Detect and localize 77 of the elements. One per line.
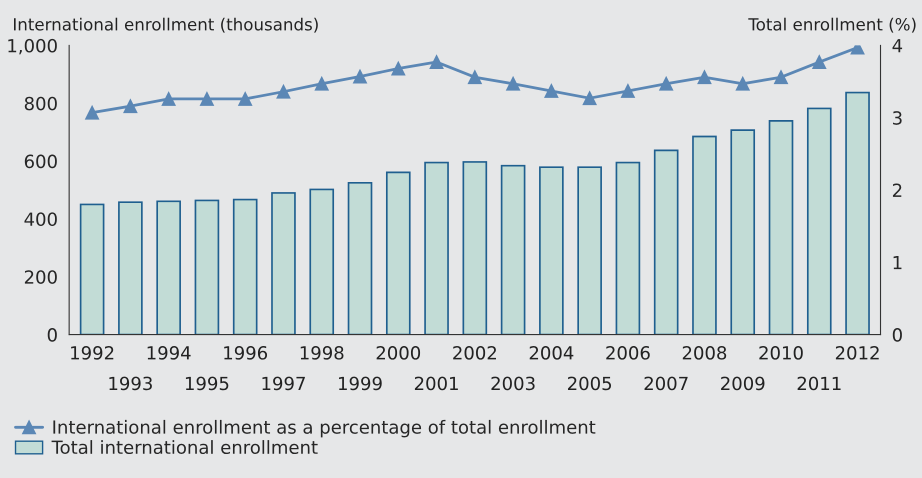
y-axis-title: International enrollment (thousands) [14,18,318,33]
y-tick-label: 1,000 [8,38,57,54]
x-tick-label: 2006 [606,346,650,360]
point [659,76,674,91]
y-tick-label: 800 [24,96,57,110]
point [582,91,597,106]
x-tick-label: 2005 [568,376,612,390]
y-tick-label: 0 [48,328,57,342]
bar [654,150,679,335]
bar [232,198,258,335]
x-tick-label: 2000 [376,346,420,360]
x-tick-label: 1999 [339,376,382,390]
bar [730,129,756,335]
y2-tick-label: 0 [892,328,902,342]
point [353,70,367,84]
x-tick-label: 1994 [148,346,191,360]
bar [616,162,640,335]
x-tick-label: 2008 [682,346,726,360]
legend-label: Total international enrollment [52,440,318,454]
bar [462,161,488,335]
bar [80,204,104,335]
x-tick-label: 1992 [71,346,114,360]
x-tick-label: 1998 [300,346,344,360]
point [276,84,290,99]
point [468,70,482,84]
x-tick-label: 2001 [414,376,458,390]
bar [539,166,564,335]
point [238,92,252,106]
bar [156,200,181,335]
x-tick-label: 2004 [530,346,574,360]
point [736,76,750,91]
bar [309,188,334,335]
point [123,99,138,114]
bar [118,201,143,335]
y2-tick-label: 4 [892,39,902,52]
y2-tick-label: 1 [894,256,902,270]
x-tick-label: 2010 [759,346,803,360]
point [698,70,712,84]
bar [386,172,411,335]
x-tick-label: 2007 [644,376,688,390]
y-tick-label: 400 [24,212,57,226]
bar [577,166,602,335]
y2-tick-label: 3 [893,111,902,125]
bar [194,200,220,335]
bar [500,164,526,335]
point [774,70,788,84]
point [506,76,520,91]
x-tick-label: 2002 [453,346,496,360]
point [544,84,558,98]
x-tick-label: 2011 [798,376,841,390]
x-tick-label: 1995 [186,376,228,390]
x-tick-label: 1996 [224,346,268,360]
bar [271,192,296,335]
point [200,92,214,106]
x-tick-label: 2012 [836,346,879,360]
legend-label: International enrollment as a percentage of total enrollment [53,420,596,438]
point [162,92,176,106]
point [391,62,406,76]
x-tick-label: 1997 [262,376,305,390]
point [430,55,444,69]
point [85,106,100,120]
x-tick-label: 2003 [491,376,535,390]
bar [806,108,832,335]
y2-tick-label: 2 [892,183,902,197]
bar [768,120,794,335]
bar [845,92,870,335]
y-tick-label: 600 [24,154,57,168]
point [620,84,635,98]
bar [424,162,449,335]
bar [348,182,372,335]
y-tick-label: 200 [24,270,57,284]
point [314,76,329,91]
point [812,55,826,69]
x-tick-label: 1993 [109,376,152,390]
bar [692,136,717,335]
y2-axis-title: Total enrollment (%) [748,18,916,33]
x-tick-label: 2009 [721,376,764,390]
